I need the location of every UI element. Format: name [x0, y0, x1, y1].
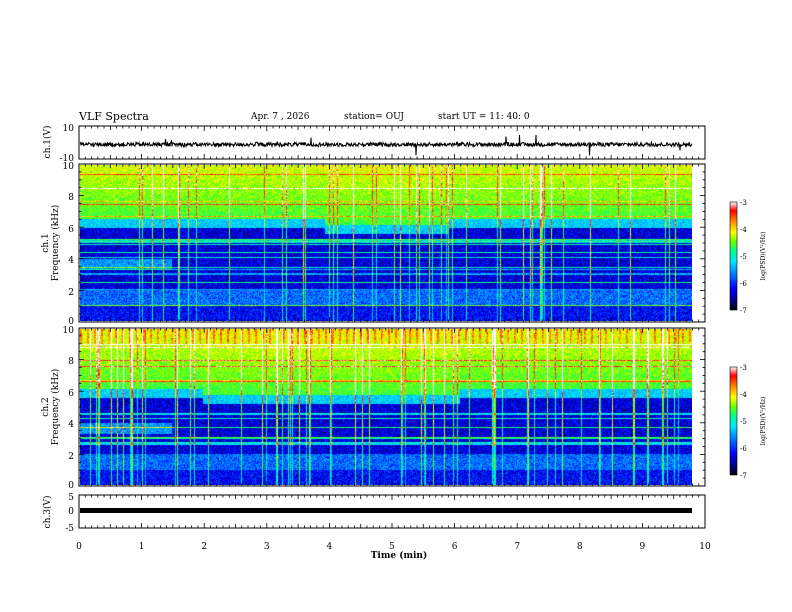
ch1-spec-ytick-8: 8: [68, 193, 74, 203]
xtick-6: 6: [452, 542, 458, 552]
xtick-4: 4: [327, 542, 333, 552]
ch1-cb-tick-m3: -3: [740, 199, 747, 207]
ch1-spec-ytick-4: 4: [68, 256, 74, 266]
ch1-spec-ytick-2: 2: [68, 288, 74, 298]
xtick-10: 10: [699, 542, 711, 552]
ch2-cb-tick-m6: -6: [740, 445, 747, 453]
ch2-colorbar: [729, 366, 738, 476]
ch1-cb-tick-m5: -5: [740, 253, 747, 261]
xtick-0: 0: [76, 542, 82, 552]
start-time-label: start UT = 11: 40: 0: [438, 112, 530, 122]
xtick-2: 2: [201, 542, 207, 552]
axis-ticks: [78, 126, 706, 528]
ch2-spec-ytick-8: 8: [68, 357, 74, 367]
ch1-cb-tick-m7: -7: [740, 307, 747, 315]
yaxis-titles: ch.1(V) ch.1 Frequency (kHz) ch.2 Freque…: [41, 126, 61, 529]
xtick-7: 7: [514, 542, 520, 552]
xtick-1: 1: [139, 542, 145, 552]
ch3-wave-ylabel: ch.3(V): [42, 496, 53, 529]
figure-title: VLF Spectra: [79, 110, 149, 123]
ch1-wave-ylabel: ch.1(V): [42, 126, 53, 159]
date-label: Apr. 7 , 2026: [251, 112, 310, 122]
ch2-colorbar-label: log(PSD)(V²/Hz): [760, 397, 767, 446]
ch3-wave-ytick-bottom: -5: [65, 524, 74, 534]
ch1-spec-ytick-0: 0: [68, 317, 74, 327]
ch1-colorbar-ticks: -3 -4 -5 -6 -7 log(PSD)(V²/Hz): [740, 199, 767, 315]
ch1-cb-tick-m6: -6: [740, 280, 747, 288]
ch2-colorbar-ticks: -3 -4 -5 -6 -7 log(PSD)(V²/Hz): [740, 364, 767, 480]
ch2-spec-ytick-0: 0: [68, 481, 74, 491]
ch2-spec-ytick-2: 2: [68, 452, 74, 462]
ch3-waveform-trace: [80, 508, 692, 513]
ch3-wave-ytick-top: 5: [68, 493, 74, 503]
ch1-spectrogram-image: [80, 165, 692, 321]
ch1-spec-ylabel-frequency: Frequency (kHz): [50, 205, 61, 282]
ch1-colorbar: [729, 201, 738, 311]
ch1-spec-ytick-6: 6: [68, 225, 74, 235]
ch2-cb-tick-m4: -4: [740, 391, 747, 399]
station-label: station= OUJ: [344, 112, 405, 122]
ch2-spec-ylabel-frequency: Frequency (kHz): [50, 369, 61, 446]
ch1-waveform-frame: [78, 125, 706, 160]
ch2-cb-tick-m7: -7: [740, 472, 747, 480]
ch3-wave-ytick-mid: 0: [68, 507, 74, 517]
ch1-cb-tick-m4: -4: [740, 226, 747, 234]
ch2-spec-ytick-10: 10: [63, 326, 75, 336]
ch1-waveform-trace: [79, 134, 693, 156]
ch1-wave-ytick-top: 10: [63, 124, 75, 134]
ch1-spec-ytick-10: 10: [63, 162, 75, 172]
xtick-labels: 0 1 2 3 4 5 6 7 8 9 10 Time (min): [76, 542, 711, 561]
ch2-cb-tick-m5: -5: [740, 418, 747, 426]
ch2-cb-tick-m3: -3: [740, 364, 747, 372]
ch2-spectrogram-image: [80, 329, 692, 485]
xtick-8: 8: [577, 542, 583, 552]
xtick-9: 9: [640, 542, 646, 552]
ch2-spec-ytick-4: 4: [68, 420, 74, 430]
xtick-3: 3: [264, 542, 270, 552]
ch1-colorbar-label: log(PSD)(V²/Hz): [760, 232, 767, 281]
ch2-spec-ytick-6: 6: [68, 389, 74, 399]
ch2-spec-ylabel-channel: ch.2: [41, 397, 51, 416]
ch1-wave-ytick-bottom: -10: [60, 154, 75, 164]
ytick-labels: 10 -10 0 2 4 6 8 10 0 2 4 6 8 10 5 0 -5: [60, 124, 75, 534]
ch1-spec-ylabel-channel: ch.1: [41, 233, 51, 252]
xaxis-title: Time (min): [371, 550, 428, 561]
xtick-5: 5: [389, 542, 395, 552]
